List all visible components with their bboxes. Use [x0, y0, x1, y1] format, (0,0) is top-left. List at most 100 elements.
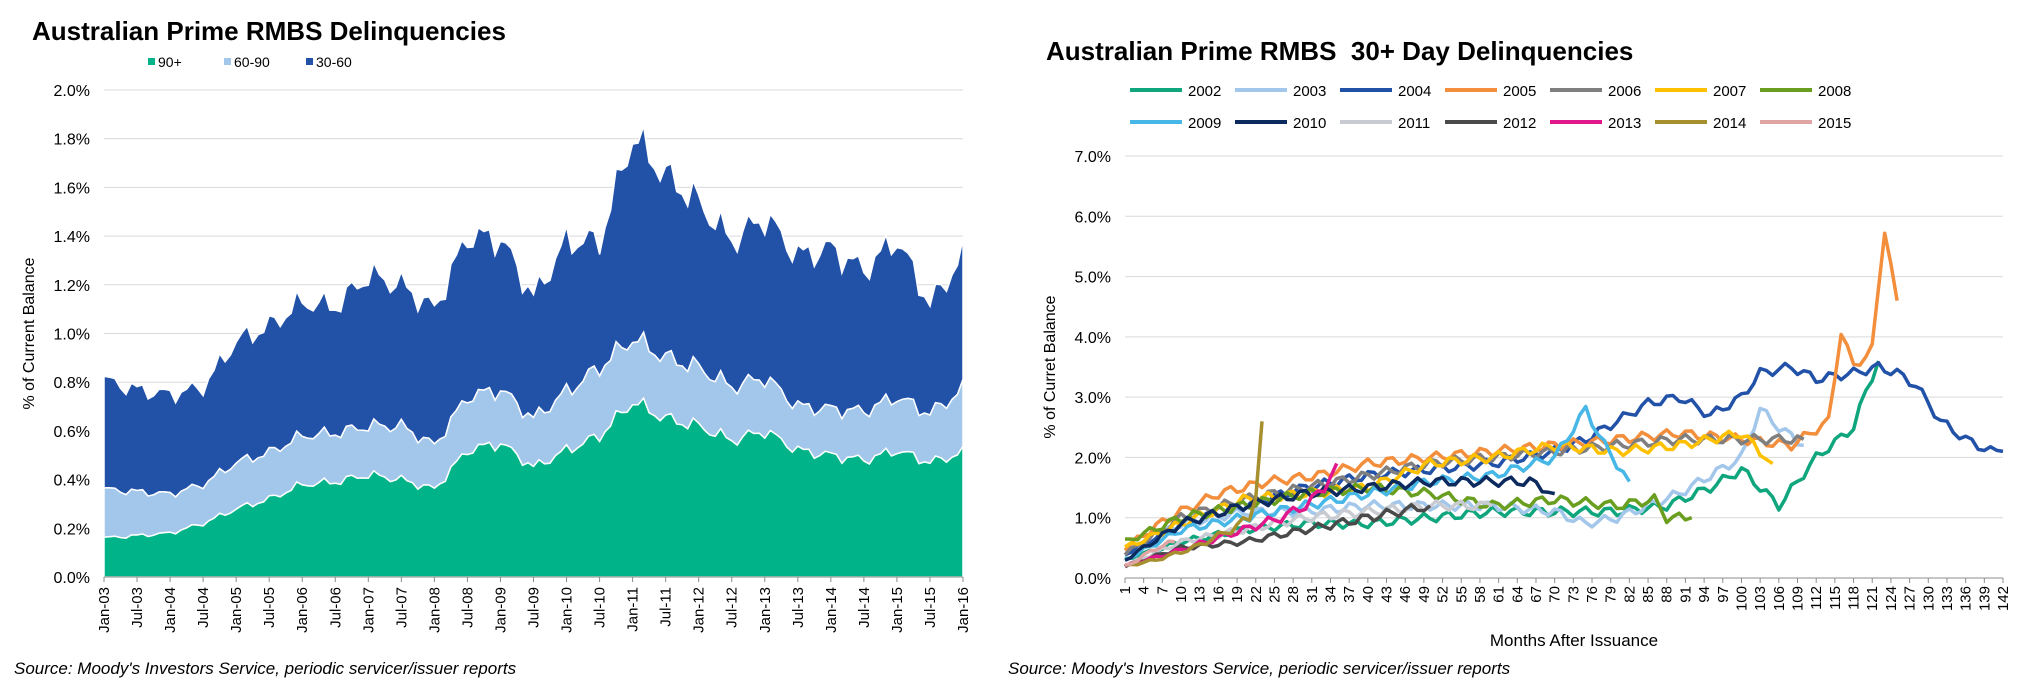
right-y-tick-label: 4.0% [1075, 330, 1111, 347]
right-x-tick-label: 76 [1584, 586, 1601, 603]
right-x-tick-label: 40 [1360, 586, 1377, 603]
right-x-axis-title: Months After Issuance [1490, 631, 1658, 650]
left-x-tick-label: Jul-06 [327, 587, 344, 628]
left-y-tick-label: 1.0% [54, 327, 90, 344]
right-y-tick-label: 3.0% [1075, 390, 1111, 407]
left-x-tick-label: Jan-10 [559, 587, 576, 633]
series-line-2013 [1124, 462, 1339, 568]
right-x-tick-label: 88 [1659, 586, 1676, 603]
legend-label-30-60: 30-60 [316, 54, 352, 70]
left-y-tick-label: 1.2% [54, 278, 90, 295]
left-x-tick-label: Jan-16 [955, 587, 972, 633]
legend-label-2008: 2008 [1818, 83, 1851, 100]
right-x-tick-label: 64 [1509, 586, 1526, 603]
left-x-tick-label: Jan-03 [96, 587, 113, 633]
right-y-tick-label: 6.0% [1075, 209, 1111, 226]
right-y-tick-label: 5.0% [1075, 270, 1111, 287]
right-chart-panel: Australian Prime RMBS 30+ Day Delinquenc… [1000, 0, 2023, 689]
legend-label-2014: 2014 [1713, 115, 1746, 132]
right-x-tick-label: 16 [1210, 586, 1227, 603]
right-x-tick-label: 97 [1715, 586, 1732, 603]
right-x-tick-label: 49 [1416, 586, 1433, 603]
left-y-axis-title: % of Current Balance [21, 257, 38, 409]
right-x-tick-label: 1 [1117, 586, 1134, 594]
right-x-tick-label: 79 [1603, 586, 1620, 603]
left-y-tick-label: 0.6% [54, 424, 90, 441]
series-line-2005 [1123, 231, 1899, 552]
left-y-tick-label: 0.8% [54, 375, 90, 392]
right-x-tick-label: 124 [1883, 586, 1900, 611]
left-source-note: Source: Moody's Investors Service, perio… [14, 659, 517, 678]
right-x-tick-label: 94 [1696, 586, 1713, 603]
left-x-tick-label: Jul-12 [724, 587, 741, 628]
right-x-tick-label: 109 [1790, 586, 1807, 611]
series-line-2012 [1124, 503, 1432, 569]
right-x-tick-label: 52 [1435, 586, 1452, 603]
right-x-tick-label: 115 [1827, 586, 1844, 610]
legend-marker-30-60 [306, 58, 313, 65]
right-x-tick-label: 139 [1976, 586, 1993, 611]
legend-label-60-90: 60-90 [234, 54, 270, 70]
right-y-tick-label: 7.0% [1075, 149, 1111, 166]
right-x-tick-label: 73 [1565, 586, 1582, 603]
left-y-tick-label: 0.0% [54, 570, 90, 587]
right-x-tick-label: 4 [1136, 586, 1153, 594]
right-x-tick-label: 103 [1752, 586, 1769, 611]
right-x-tick-label: 121 [1864, 586, 1881, 611]
left-x-tick-label: Jan-09 [492, 587, 509, 633]
legend-label-2010: 2010 [1293, 115, 1326, 132]
right-x-tick-label: 22 [1248, 586, 1265, 603]
series-line-2014 [1124, 421, 1264, 567]
right-x-tick-label: 37 [1341, 586, 1358, 603]
series-line-2007 [1124, 429, 1774, 549]
right-x-tick-label: 106 [1771, 586, 1788, 611]
right-chart-svg: 0.0%1.0%2.0%3.0%4.0%5.0%6.0%7.0%1 4 7 10 13 1… [1042, 83, 2012, 650]
left-x-tick-label: Jul-09 [526, 587, 543, 628]
left-x-tick-label: Jan-12 [691, 587, 708, 633]
legend-label-2005: 2005 [1503, 83, 1536, 100]
left-chart-svg: 0.0% 0.2% 0.4% 0.6% 0.8% 1.0% 1.2% 1.4% 1.6% 1.8%… [21, 54, 972, 633]
left-x-tick-label: Jul-08 [459, 587, 476, 628]
left-y-tick-label: 0.2% [54, 521, 90, 538]
left-x-tick-label: Jul-14 [856, 587, 873, 628]
left-chart-panel: Australian Prime RMBS Delinquencies 0.0%… [0, 0, 1000, 689]
series-line-2010 [1124, 474, 1556, 562]
right-x-tick-label: 136 [1958, 586, 1975, 611]
left-x-tick-label: Jul-05 [261, 587, 278, 628]
right-x-tick-label: 28 [1285, 586, 1302, 603]
left-x-tick-label: Jul-07 [393, 587, 410, 628]
right-x-tick-label: 31 [1304, 586, 1321, 603]
right-x-tick-label: 55 [1453, 586, 1470, 603]
legend-label-2006: 2006 [1608, 83, 1641, 100]
left-x-tick-label: Jul-10 [592, 587, 609, 628]
left-y-tick-label: 0.4% [54, 473, 90, 490]
left-x-tick-label: Jul-13 [790, 587, 807, 628]
left-x-tick-label: Jan-11 [625, 587, 642, 632]
right-source-note: Source: Moody's Investors Service, perio… [1008, 659, 1511, 678]
right-y-tick-label: 0.0% [1075, 571, 1111, 588]
left-x-tick-label: Jul-11 [658, 587, 675, 627]
right-x-tick-label: 85 [1640, 586, 1657, 603]
right-x-tick-label: 19 [1229, 586, 1246, 603]
left-x-tick-label: Jan-15 [889, 587, 906, 633]
right-x-tick-label: 142 [1995, 586, 2012, 611]
right-x-tick-label: 46 [1397, 586, 1414, 603]
right-x-tick-label: 43 [1379, 586, 1396, 603]
right-chart-title: Australian Prime RMBS 30+ Day Delinquenc… [1046, 36, 1634, 66]
left-x-tick-label: Jan-06 [294, 587, 311, 633]
right-x-tick-label: 130 [1920, 586, 1937, 611]
right-x-tick-label: 25 [1266, 586, 1283, 603]
legend-label-2003: 2003 [1293, 83, 1326, 100]
left-y-tick-label: 1.8% [54, 132, 90, 149]
left-x-tick-label: Jul-03 [129, 587, 146, 628]
left-x-tick-label: Jan-13 [757, 587, 774, 633]
right-x-tick-label: 13 [1192, 586, 1209, 603]
left-x-tick-label: Jan-08 [426, 587, 443, 633]
legend-label-90+: 90+ [158, 54, 182, 70]
legend-label-2013: 2013 [1608, 115, 1641, 132]
right-y-tick-label: 2.0% [1075, 450, 1111, 467]
right-x-tick-label: 112 [1808, 586, 1825, 610]
left-y-tick-label: 1.4% [54, 229, 90, 246]
legend-marker-60-90 [224, 58, 231, 65]
series-line-2015 [1124, 539, 1175, 567]
